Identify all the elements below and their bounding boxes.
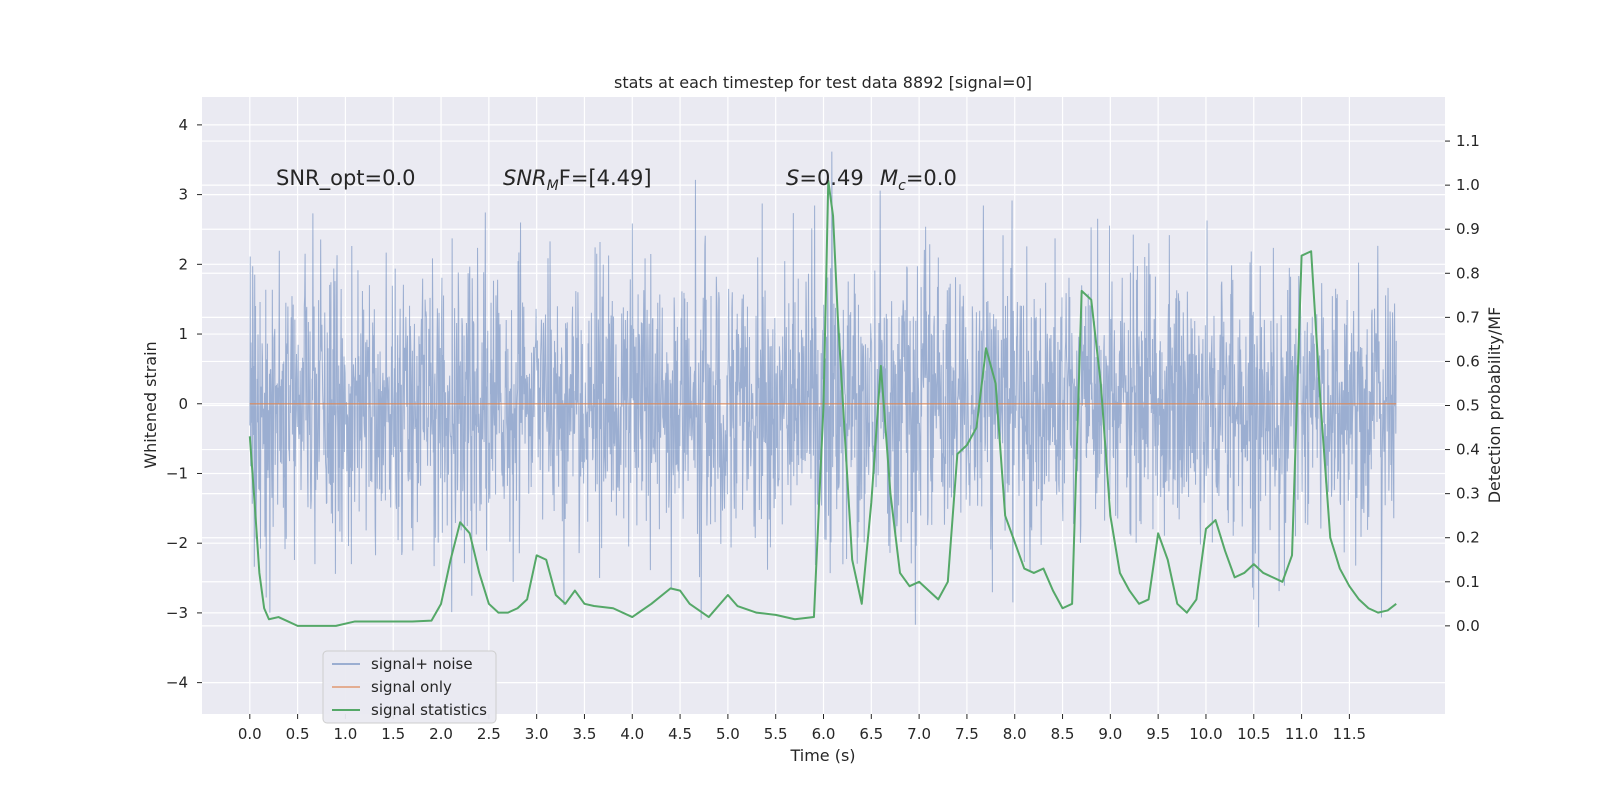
annotation-s-value: =0.49 [799,166,863,190]
y2-tick-label: 0.8 [1456,264,1480,282]
x-tick-label: 2.0 [429,725,453,743]
annotation-snr-mf-symbol: SNR [503,166,547,190]
series-signal-statistics [248,179,1397,627]
y-axis-ticks: 4 3 2 1 0 −1 −2 −3 −4 [166,116,202,692]
x-tick-label: 8.0 [1003,725,1027,743]
x-axis-label: Time (s) [789,746,855,765]
y2-tick-label: 0.1 [1456,573,1480,591]
x-tick-label: 8.5 [1051,725,1075,743]
signal-plus-noise-line [249,151,1397,628]
x-tick-label: 11.0 [1285,725,1318,743]
y2-tick-label: 0.9 [1456,220,1480,238]
x-tick-label: 9.0 [1098,725,1122,743]
x-tick-label: 1.0 [333,725,357,743]
y-tick-label: 0 [178,395,188,413]
y2-tick-label: 0.7 [1456,308,1480,326]
annotation-snr-mf-value: F=[4.49] [559,166,652,190]
legend-label-signal-statistics: signal statistics [371,701,487,719]
x-tick-label: 9.5 [1146,725,1170,743]
y-tick-label: 1 [178,325,188,343]
y2-tick-label: 0.2 [1456,529,1480,547]
chart-title: stats at each timestep for test data 889… [614,73,1032,92]
annotation-mc-subscript: c [898,178,906,194]
y2-tick-label: 0.3 [1456,485,1480,503]
y-tick-label: 2 [178,255,188,273]
x-tick-label: 7.5 [955,725,979,743]
y2-axis-label: Detection probability/MF [1485,307,1504,504]
x-axis-ticks: 0.0 0.5 1.0 1.5 2.0 2.5 3.0 3.5 4.0 4.5 5.0 5.5 6.0 6… [238,714,1366,743]
x-tick-label: 11.5 [1333,725,1366,743]
y-tick-label: 3 [178,186,188,204]
x-tick-label: 10.0 [1189,725,1222,743]
legend-frame [322,650,497,724]
annotation-snr-mf: SNRMF=[4.49] [503,166,652,194]
x-tick-label: 5.5 [764,725,788,743]
x-tick-label: 4.0 [620,725,644,743]
y2-tick-label: 1.0 [1456,176,1480,194]
y2-axis-ticks: 1.1 1.0 0.9 0.8 0.7 0.6 0.5 0.4 0.3 0.2 0.1 0.0 [1445,132,1480,635]
y-tick-label: −1 [166,464,188,482]
x-tick-label: 6.5 [859,725,883,743]
y2-tick-label: 0.5 [1456,397,1480,415]
signal-statistics-line [248,179,1397,627]
y2-tick-label: 0.0 [1456,617,1480,635]
y-axis-label: Whitened strain [141,341,160,468]
y2-tick-label: 0.6 [1456,352,1480,370]
x-tick-label: 5.0 [716,725,740,743]
x-tick-label: 4.5 [668,725,692,743]
x-tick-label: 10.5 [1237,725,1270,743]
annotation-s: S=0.49 [786,166,864,190]
x-tick-label: 0.0 [238,725,262,743]
x-tick-label: 2.5 [477,725,501,743]
x-tick-label: 0.5 [286,725,310,743]
y2-tick-label: 0.4 [1456,441,1480,459]
x-tick-label: 1.5 [381,725,405,743]
y-tick-label: −2 [166,534,188,552]
annotation-mc-value: =0.0 [906,166,957,190]
y-tick-label: −4 [166,674,188,692]
annotation-mc-symbol: M [880,166,898,190]
x-tick-label: 3.5 [573,725,597,743]
legend-label-signal-only: signal only [371,678,452,696]
x-tick-label: 7.0 [907,725,931,743]
x-tick-label: 3.0 [525,725,549,743]
series-signal-plus-noise [249,151,1397,628]
annotation-mc: Mc=0.0 [880,166,957,194]
annotation-s-symbol: S [786,166,799,190]
annotation-snr-opt: SNR_opt=0.0 [276,166,416,191]
x-tick-label: 6.0 [812,725,836,743]
y-tick-label: −3 [166,604,188,622]
legend-label-signal-plus-noise: signal+ noise [371,655,473,673]
legend: signal+ noise signal only signal statist… [322,650,497,724]
annotation-snr-mf-subscript: M [547,178,559,194]
y-tick-label: 4 [178,116,188,134]
y2-tick-label: 1.1 [1456,132,1480,150]
